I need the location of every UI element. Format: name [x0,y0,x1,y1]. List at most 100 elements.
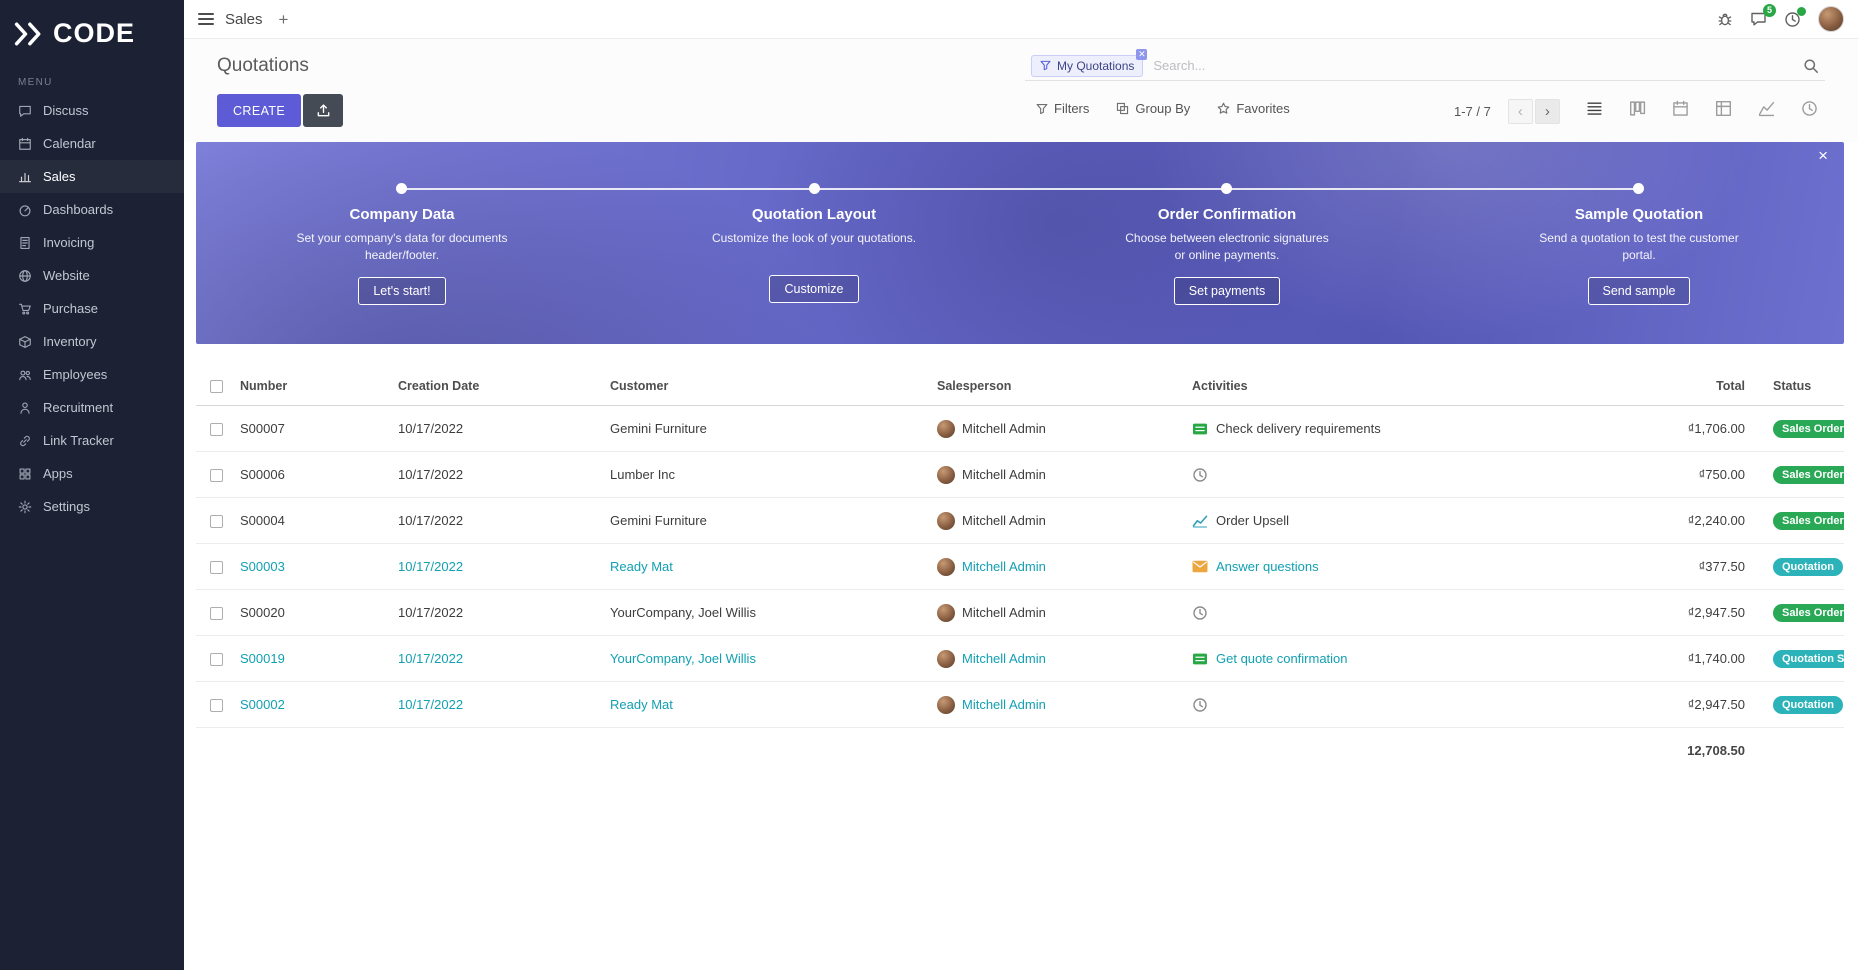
sidebar-item-purchase[interactable]: Purchase [0,292,184,325]
view-calendar-icon[interactable] [1668,96,1693,121]
sidebar-item-settings[interactable]: Settings [0,490,184,523]
purchase-icon [18,302,32,316]
sidebar-item-invoicing[interactable]: Invoicing [0,226,184,259]
step-description: Send a quotation to test the customer po… [1539,231,1739,263]
activities-clock-icon[interactable] [1784,6,1806,28]
app-logo[interactable]: CODE [0,0,184,53]
quotations-list: Number Creation Date Customer Salesperso… [196,366,1844,772]
table-row[interactable]: S00002 10/17/2022 Ready Mat Mitchell Adm… [196,682,1844,728]
row-checkbox[interactable] [210,699,223,713]
sidebar-item-link-tracker[interactable]: Link Tracker [0,424,184,457]
sidebar-item-label: Discuss [43,103,89,118]
row-checkbox[interactable] [210,515,223,529]
onboarding-step-company-data: Company Data Set your company's data for… [277,206,527,305]
sidebar-item-discuss[interactable]: Discuss [0,94,184,127]
cell-creation-date: 10/17/2022 [398,513,464,528]
activity-label: Order Upsell [1216,513,1289,528]
search-input[interactable] [1153,58,1793,73]
filters-button[interactable]: Filters [1036,101,1089,116]
debug-bug-icon[interactable] [1717,11,1733,27]
cell-number: S00002 [240,697,285,712]
view-graph-icon[interactable] [1754,96,1779,121]
pager-next-button[interactable]: › [1534,99,1560,124]
customize-button[interactable]: Customize [769,275,859,303]
create-button[interactable]: CREATE [217,94,302,127]
cell-activities[interactable]: Order Upsell [1192,513,1572,529]
table-row[interactable]: S00003 10/17/2022 Ready Mat Mitchell Adm… [196,544,1844,590]
messages-icon[interactable]: 5 [1750,4,1776,27]
group-by-label: Group By [1135,101,1191,116]
sidebar-item-employees[interactable]: Employees [0,358,184,391]
cell-activities[interactable]: Get quote confirmation [1192,651,1572,667]
select-all-checkbox[interactable] [210,379,223,393]
cell-activities[interactable] [1192,697,1572,713]
view-list-icon[interactable] [1582,96,1607,121]
send-sample-button[interactable]: Send sample [1587,276,1691,305]
view-activity-icon[interactable] [1797,96,1822,121]
step-description: Choose between electronic signatures or … [1125,231,1329,263]
lets-start-button[interactable]: Let's start! [358,276,446,305]
search-icon[interactable] [1803,58,1819,74]
pager-previous-button[interactable]: ‹ [1507,99,1533,124]
filters-label: Filters [1054,101,1090,116]
invoice-icon [18,236,32,250]
globe-icon [18,269,32,283]
menu-toggle-icon[interactable] [198,12,214,26]
table-row[interactable]: S00019 10/17/2022 YourCompany, Joel Will… [196,636,1844,682]
cell-activities[interactable] [1192,467,1572,483]
sidebar-item-apps[interactable]: Apps [0,457,184,490]
sidebar-item-recruitment[interactable]: Recruitment [0,391,184,424]
cell-salesperson: Mitchell Admin [937,465,1192,484]
sidebar-item-calendar[interactable]: Calendar [0,127,184,160]
table-row[interactable]: S00004 10/17/2022 Gemini Furniture Mitch… [196,498,1844,544]
sidebar-item-label: Apps [43,466,73,481]
step-title: Quotation Layout [751,206,877,223]
sidebar-item-inventory[interactable]: Inventory [0,325,184,358]
row-checkbox[interactable] [210,469,223,483]
column-header-status[interactable]: Status [1773,378,1812,393]
sidebar-item-website[interactable]: Website [0,259,184,292]
activity-label: Get quote confirmation [1216,651,1348,666]
cell-activities[interactable]: Check delivery requirements [1192,421,1572,437]
chart-icon [1192,513,1208,529]
row-checkbox[interactable] [210,607,223,621]
tasklist-icon [1192,651,1208,667]
row-checkbox[interactable] [210,561,223,575]
favorites-button[interactable]: Favorites [1217,101,1290,116]
set-payments-button[interactable]: Set payments [1173,276,1281,305]
view-kanban-icon[interactable] [1625,96,1650,121]
facet-close-icon[interactable]: ✕ [1136,48,1148,60]
sidebar-item-dashboards[interactable]: Dashboards [0,193,184,226]
table-row[interactable]: S00006 10/17/2022 Lumber Inc Mitchell Ad… [196,452,1844,498]
add-tab-icon[interactable]: + [278,9,289,29]
cell-activities[interactable]: Answer questions [1192,559,1572,574]
table-row[interactable]: S00020 10/17/2022 YourCompany, Joel Will… [196,590,1844,636]
export-button[interactable] [303,94,343,127]
search-facet[interactable]: My Quotations ✕ [1031,48,1148,77]
column-header-creation-date[interactable]: Creation Date [398,378,480,393]
column-header-salesperson[interactable]: Salesperson [937,378,1012,393]
table-row[interactable]: S00007 10/17/2022 Gemini Furniture Mitch… [196,406,1844,452]
salesperson-avatar [937,511,955,530]
row-checkbox[interactable] [210,423,223,437]
cell-total: ₫2,947.50 [1687,697,1745,712]
export-icon [317,104,329,117]
cell-number: S00020 [240,605,285,620]
sidebar-item-sales[interactable]: Sales [0,160,184,193]
banner-close-icon[interactable]: × [1818,146,1828,165]
cell-creation-date: 10/17/2022 [398,605,464,620]
current-app-name[interactable]: Sales [225,10,263,28]
view-pivot-icon[interactable] [1711,96,1736,121]
column-header-customer[interactable]: Customer [610,378,669,393]
column-header-number[interactable]: Number [240,378,288,393]
column-header-activities[interactable]: Activities [1192,378,1248,393]
search-bar[interactable]: My Quotations ✕ [1025,48,1825,81]
user-avatar[interactable] [1818,6,1844,32]
cell-activities[interactable] [1192,605,1572,621]
column-header-total[interactable]: Total [1716,378,1745,393]
cell-customer: Lumber Inc [610,467,676,482]
cell-creation-date: 10/17/2022 [398,467,464,482]
row-checkbox[interactable] [210,653,223,667]
salesperson-name: Mitchell Admin [962,513,1046,528]
group-by-button[interactable]: Group By [1116,101,1190,116]
